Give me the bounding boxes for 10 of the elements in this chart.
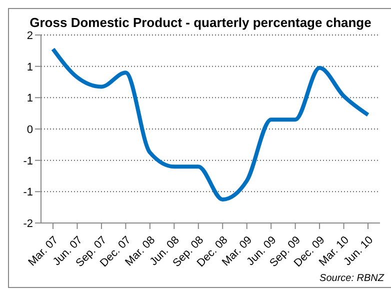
y-tick-label: 1	[26, 61, 33, 74]
y-tick-label: 2	[26, 30, 33, 42]
y-tick-label: -2	[23, 218, 33, 230]
y-tick-label: -1	[23, 186, 33, 199]
y-tick-label: 1	[26, 92, 33, 105]
line-series	[51, 47, 370, 202]
y-tick-label: 0	[26, 124, 33, 136]
chart-title: Gross Domestic Product - quarterly percentage change	[28, 15, 372, 30]
y-tick-label: -1	[23, 155, 33, 168]
source-note: Source: RBNZ	[320, 273, 384, 284]
